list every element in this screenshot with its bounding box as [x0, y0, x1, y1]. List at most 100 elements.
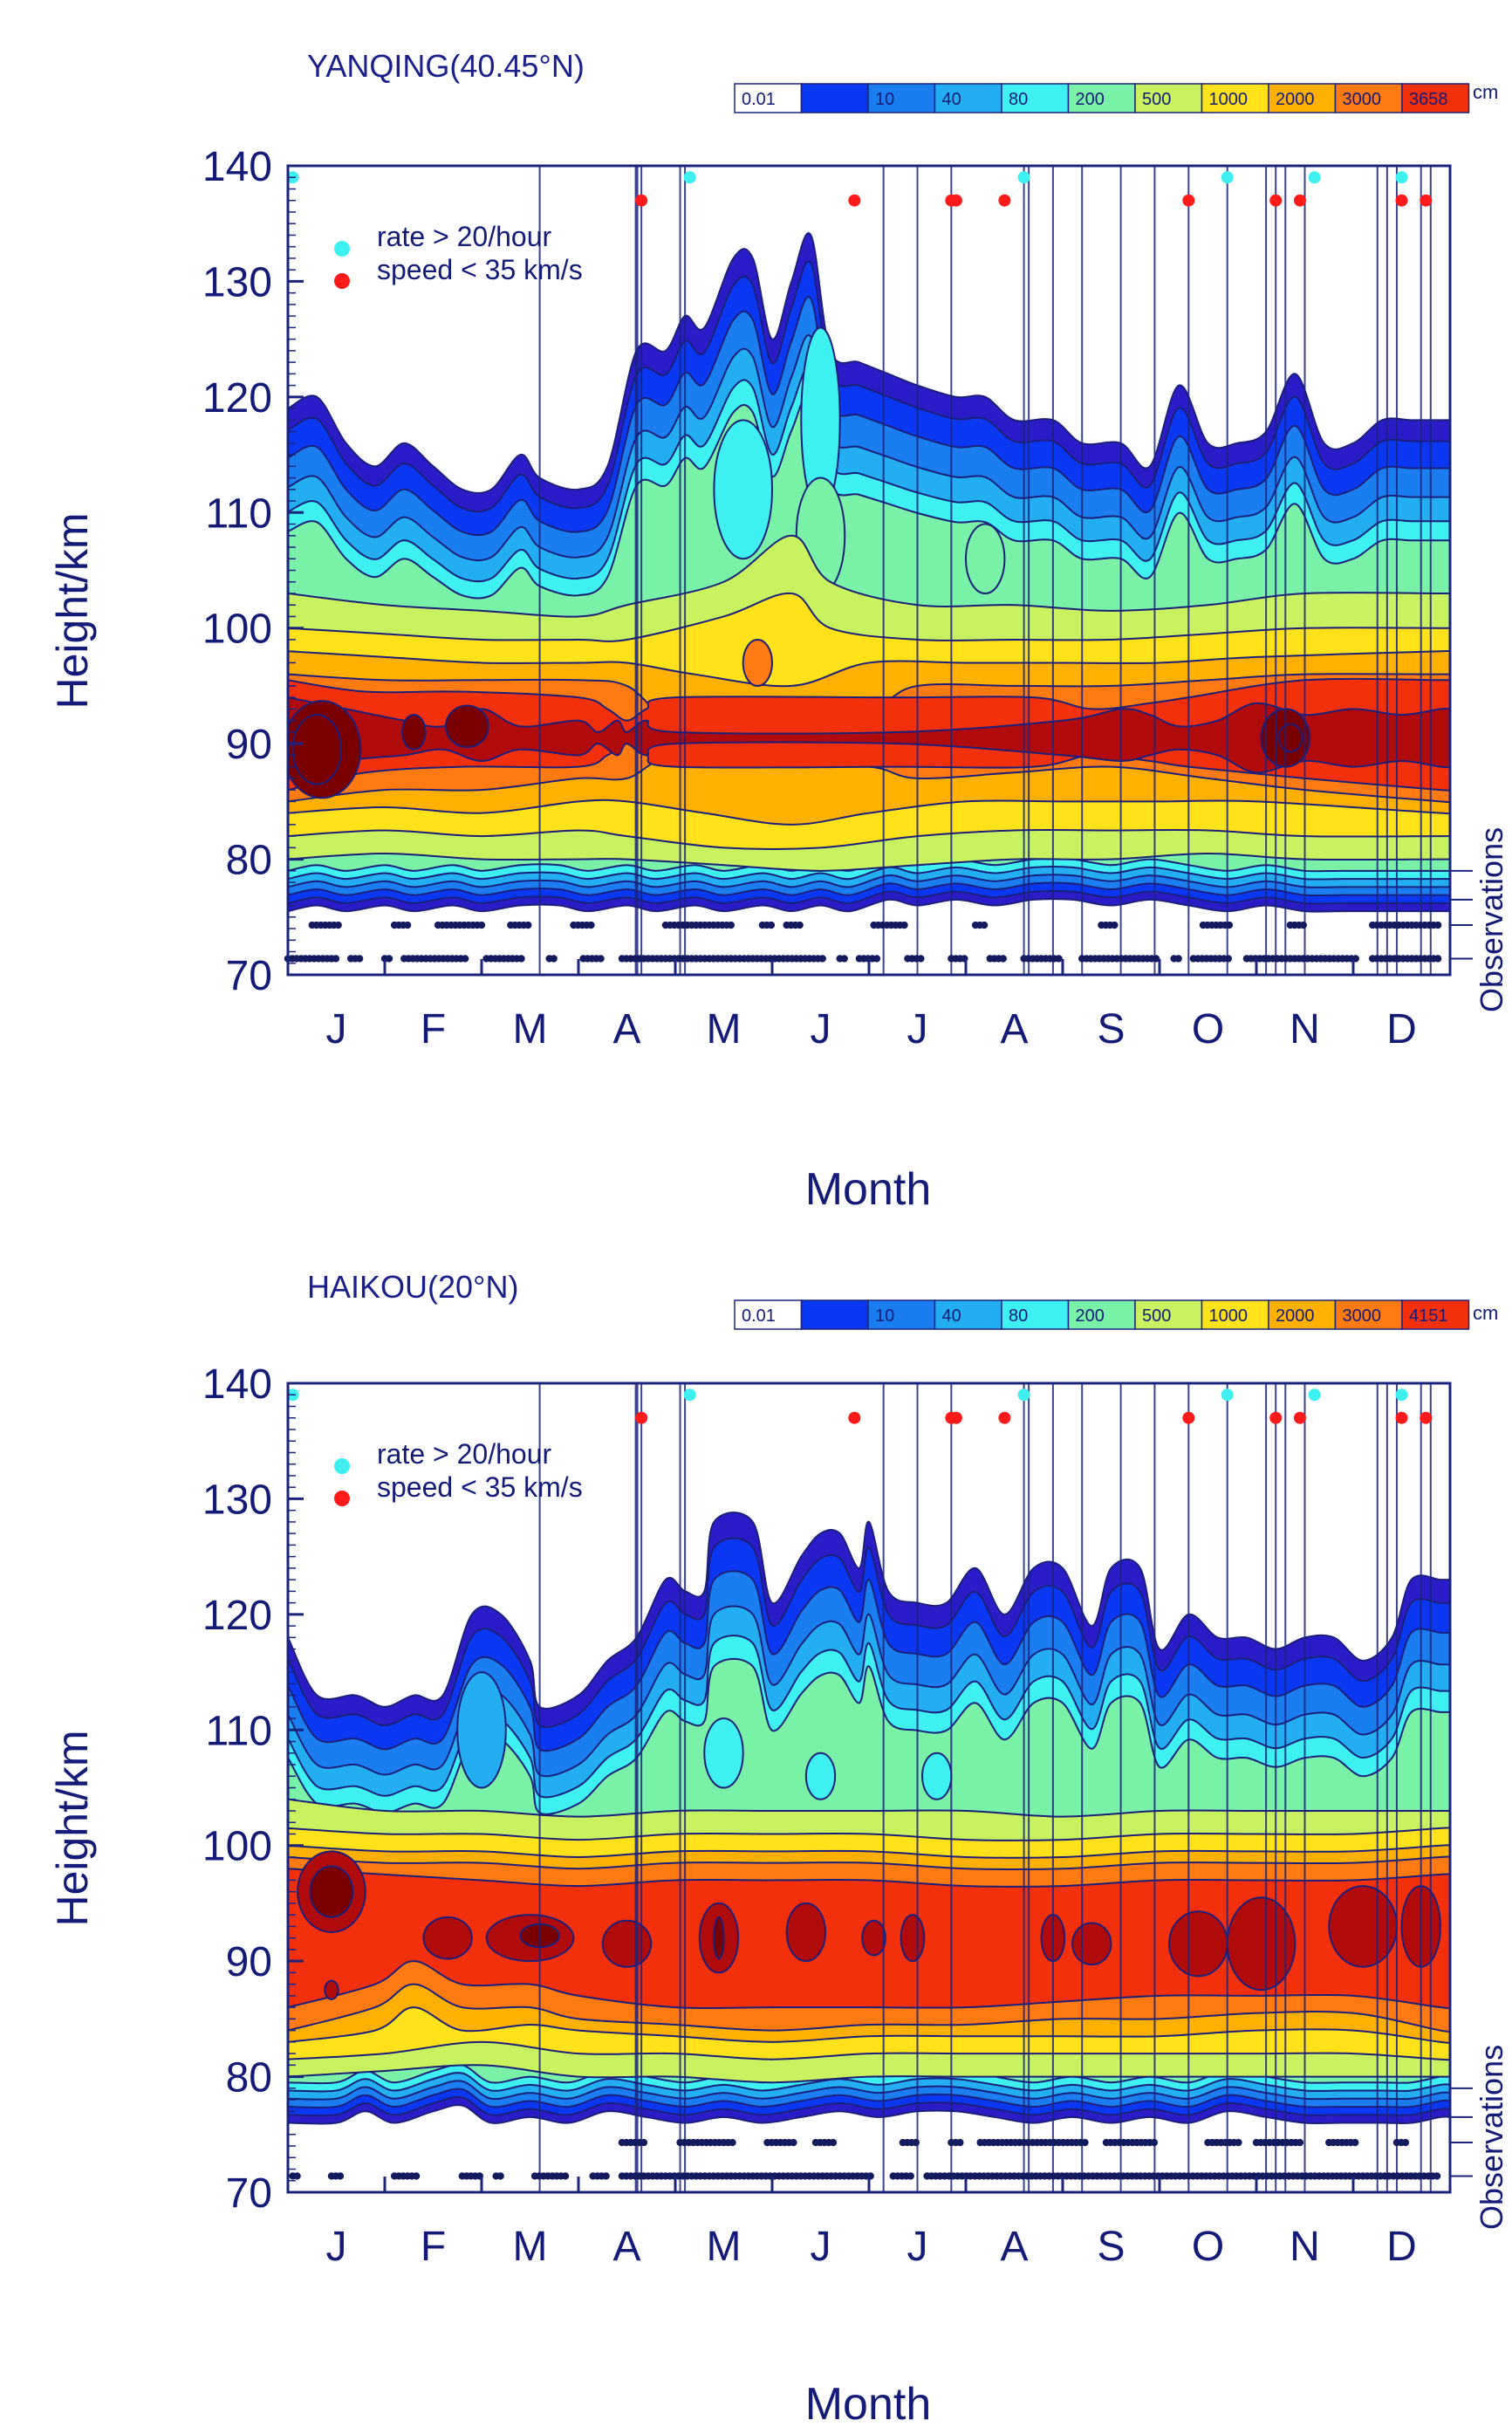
rate-marker: [683, 171, 696, 184]
colorbar-cell: 80: [1001, 83, 1070, 113]
observation-dot: [461, 955, 469, 963]
observation-dot: [1055, 955, 1063, 963]
contour-core: [422, 1916, 473, 1960]
x-tick-label: D: [1386, 2224, 1417, 2270]
observation-dot: [1299, 921, 1308, 929]
legend-rate-dot: [334, 241, 350, 257]
colorbar-cell: 1000: [1201, 1299, 1269, 1330]
contour-tongue: [456, 1671, 507, 1789]
colorbar-cell: 200: [1067, 1299, 1136, 1330]
observation-dot: [602, 2172, 610, 2180]
plot-area: 70 80 90 100 110 120 130 140 J F M A M J J A S O N D: [202, 144, 1473, 1052]
y-tick-label: 120: [202, 1593, 272, 1639]
y-tick-label: 120: [202, 375, 272, 422]
observation-dot: [999, 955, 1007, 963]
x-tick-label: M: [513, 1006, 548, 1052]
legend: rate > 20/hour speed < 35 km/s: [334, 1438, 583, 1506]
contour-tongue: [965, 523, 1006, 594]
speed-marker: [949, 1411, 962, 1424]
observation-dot: [900, 921, 908, 929]
contour-band: [288, 696, 1450, 779]
rate-marker: [1395, 1388, 1408, 1402]
y-tick-label: 90: [226, 722, 272, 768]
contour-core: [309, 1865, 354, 1918]
speed-marker: [1182, 1411, 1195, 1424]
observation-dot: [517, 955, 525, 963]
observation-dot: [790, 2138, 797, 2147]
colorbar-label: 3000: [1343, 90, 1382, 109]
colorbar-cell: 4151: [1401, 1299, 1470, 1330]
observation-dot: [1401, 2138, 1410, 2147]
speed-marker: [1269, 1411, 1283, 1424]
observation-dot: [1433, 2172, 1441, 2180]
y-axis-label: Height/km: [48, 512, 97, 709]
y-tick-label: 110: [205, 1708, 272, 1754]
x-tick-label: D: [1386, 1006, 1417, 1052]
colorbar-cell: 500: [1134, 83, 1203, 113]
contour-core: [742, 638, 773, 687]
x-tick-label: O: [1192, 1006, 1224, 1052]
contour-core: [861, 1919, 886, 1957]
observation-dot: [1235, 2138, 1242, 2147]
colorbar-cell: 10: [867, 1299, 936, 1330]
observation-dot: [640, 2138, 648, 2147]
observation-dot: [872, 955, 881, 963]
y-tick-label: 130: [202, 259, 272, 305]
contour-core: [900, 1914, 926, 1963]
colorbar-label: 80: [1009, 1306, 1028, 1326]
colorbar-cell: 2000: [1268, 1299, 1337, 1330]
x-tick-label: F: [421, 2224, 446, 2270]
observation-dot: [1081, 2138, 1089, 2147]
x-tick-label: A: [612, 2224, 640, 2270]
x-tick-label: J: [811, 2224, 831, 2270]
colorbar-label: 1000: [1209, 90, 1249, 109]
colorbar-cell: 3658: [1401, 83, 1470, 113]
observation-dot: [403, 921, 412, 929]
observation-dot: [550, 955, 558, 963]
chart-panel-yanqing: YANQING(40.45°N) 0.01 10 40 80 200 500 1000 200…: [48, 48, 1509, 1215]
rate-marker: [1395, 171, 1408, 184]
rate-marker: [1308, 1388, 1321, 1402]
colorbar-label: 2000: [1276, 90, 1315, 109]
contour-field: [288, 1512, 1450, 2125]
speed-marker: [1420, 194, 1433, 207]
contour-core: [291, 714, 343, 785]
rate-marker: [1017, 1388, 1030, 1402]
x-tick-label: S: [1097, 2224, 1125, 2270]
colorbar-cell: 40: [934, 83, 1002, 113]
observation-dot: [912, 2138, 920, 2147]
observation-dot: [1296, 2138, 1304, 2147]
chart-title: HAIKOU(20°N): [307, 1269, 518, 1305]
x-tick-label: N: [1290, 1006, 1320, 1052]
observations-label: Observations: [1474, 827, 1509, 1012]
colorbar-cell: 3000: [1334, 83, 1403, 113]
speed-marker: [1395, 1411, 1408, 1424]
colorbar-cell: [800, 83, 869, 113]
x-tick-label: A: [1000, 1006, 1028, 1052]
legend-rate-dot: [334, 1458, 350, 1474]
contour-core: [1277, 723, 1303, 753]
x-tick-label: A: [1000, 2224, 1028, 2270]
colorbar-cell: 2000: [1268, 83, 1337, 113]
observation-dot: [597, 955, 605, 963]
y-tick-label: 70: [226, 953, 272, 999]
colorbar-unit: cm: [1473, 1302, 1498, 1324]
speed-marker: [635, 1411, 648, 1424]
colorbar-cell: 80: [1001, 1299, 1070, 1330]
rate-marker: [683, 1388, 696, 1402]
observation-dot: [907, 2172, 914, 2180]
chart-title: YANQING(40.45°N): [307, 48, 585, 84]
colorbar-label: 40: [942, 1306, 961, 1326]
y-axis-label: Height/km: [48, 1730, 97, 1926]
y-tick-label: 80: [226, 2055, 272, 2101]
observation-dot: [1351, 2138, 1359, 2147]
colorbar-cell: [800, 1299, 869, 1330]
colorbar-label: 200: [1076, 1306, 1105, 1326]
colorbar-cell: 10: [867, 83, 936, 113]
observation-dot: [587, 921, 595, 929]
speed-marker: [635, 194, 648, 207]
y-tick-label: 100: [202, 607, 272, 653]
x-tick-label: S: [1097, 1006, 1125, 1052]
observation-dot: [561, 2172, 570, 2180]
x-tick-label: M: [513, 2224, 548, 2270]
